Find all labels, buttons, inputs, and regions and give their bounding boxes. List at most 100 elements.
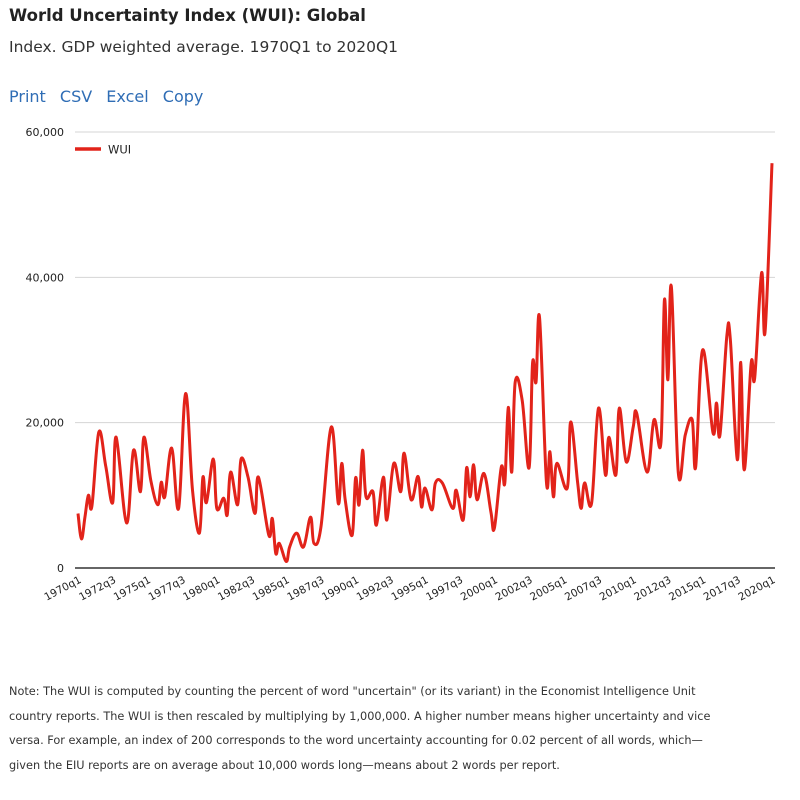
data-point[interactable] [430, 508, 434, 512]
data-point[interactable] [735, 458, 739, 462]
data-point[interactable] [246, 475, 250, 479]
data-point[interactable] [569, 420, 573, 424]
print-link[interactable]: Print [9, 87, 46, 106]
data-point[interactable] [402, 451, 406, 455]
excel-link[interactable]: Excel [106, 87, 149, 106]
data-point[interactable] [104, 464, 108, 468]
data-point[interactable] [728, 338, 732, 342]
data-point[interactable] [256, 475, 260, 479]
data-point[interactable] [149, 479, 153, 483]
data-point[interactable] [201, 475, 205, 479]
data-point[interactable] [579, 506, 583, 510]
data-point[interactable] [468, 495, 472, 499]
data-point[interactable] [659, 440, 663, 444]
data-point[interactable] [538, 315, 542, 319]
data-point[interactable] [690, 418, 694, 422]
legend[interactable]: WUI [75, 143, 131, 157]
data-point[interactable] [531, 361, 535, 365]
data-point[interactable] [725, 333, 729, 337]
data-point[interactable] [489, 510, 493, 514]
data-point[interactable] [683, 433, 687, 437]
data-point[interactable] [749, 361, 753, 365]
data-point[interactable] [215, 506, 219, 510]
data-point[interactable] [229, 470, 233, 474]
data-point[interactable] [159, 480, 163, 484]
data-point[interactable] [513, 380, 517, 384]
data-point[interactable] [197, 531, 201, 535]
data-point[interactable] [763, 330, 767, 334]
copy-link[interactable]: Copy [162, 87, 204, 106]
data-point[interactable] [225, 513, 229, 517]
data-point[interactable] [371, 490, 375, 494]
data-point[interactable] [440, 481, 444, 485]
data-point[interactable] [742, 468, 746, 472]
data-point[interactable] [253, 512, 257, 516]
data-point[interactable] [753, 376, 757, 380]
data-point[interactable] [597, 406, 601, 410]
data-point[interactable] [472, 463, 476, 467]
data-point[interactable] [374, 523, 378, 527]
data-point[interactable] [361, 448, 365, 452]
data-point[interactable] [662, 298, 666, 302]
data-point[interactable] [617, 406, 621, 410]
data-point[interactable] [614, 473, 618, 477]
data-point[interactable] [399, 490, 403, 494]
data-point[interactable] [603, 473, 607, 477]
data-point[interactable] [544, 480, 548, 484]
data-point[interactable] [236, 503, 240, 507]
data-point[interactable] [454, 488, 458, 492]
data-point[interactable] [114, 435, 118, 439]
data-point[interactable] [211, 457, 215, 461]
data-point[interactable] [312, 541, 316, 545]
data-point[interactable] [79, 537, 83, 541]
data-point[interactable] [336, 501, 340, 505]
data-point[interactable] [739, 360, 743, 364]
data-point[interactable] [423, 486, 427, 490]
data-point[interactable] [760, 271, 764, 275]
data-point[interactable] [86, 493, 90, 497]
data-point[interactable] [465, 466, 469, 470]
data-point[interactable] [551, 495, 555, 499]
data-point[interactable] [590, 501, 594, 505]
data-point[interactable] [350, 533, 354, 537]
data-point[interactable] [534, 380, 538, 384]
data-point[interactable] [222, 496, 226, 500]
data-point[interactable] [83, 515, 87, 519]
data-point[interactable] [475, 498, 479, 502]
data-point[interactable] [565, 486, 569, 490]
data-point[interactable] [177, 506, 181, 510]
data-point[interactable] [125, 521, 129, 525]
data-point[interactable] [624, 460, 628, 464]
data-point[interactable] [357, 503, 361, 507]
data-point[interactable] [132, 448, 136, 452]
data-point[interactable] [607, 435, 611, 439]
data-point[interactable] [666, 378, 670, 382]
data-point[interactable] [277, 541, 281, 545]
data-point[interactable] [90, 504, 94, 508]
data-point[interactable] [420, 505, 424, 509]
data-point[interactable] [329, 425, 333, 429]
data-point[interactable] [631, 425, 635, 429]
data-point[interactable] [676, 471, 680, 475]
data-point[interactable] [267, 533, 271, 537]
data-point[interactable] [492, 526, 496, 530]
data-point[interactable] [527, 466, 531, 470]
data-point[interactable] [510, 470, 514, 474]
data-point[interactable] [270, 517, 274, 521]
data-point[interactable] [354, 476, 358, 480]
data-point[interactable] [284, 559, 288, 563]
data-point[interactable] [364, 495, 368, 499]
data-point[interactable] [461, 518, 465, 522]
data-point[interactable] [340, 461, 344, 465]
data-point[interactable] [392, 461, 396, 465]
data-point[interactable] [409, 498, 413, 502]
data-point[interactable] [669, 285, 673, 289]
data-point[interactable] [163, 495, 167, 499]
data-point[interactable] [520, 398, 524, 402]
data-point[interactable] [381, 475, 385, 479]
csv-link[interactable]: CSV [59, 87, 93, 106]
data-point[interactable] [583, 481, 587, 485]
data-point[interactable] [701, 348, 705, 352]
data-point[interactable] [302, 545, 306, 549]
data-point[interactable] [239, 457, 243, 461]
